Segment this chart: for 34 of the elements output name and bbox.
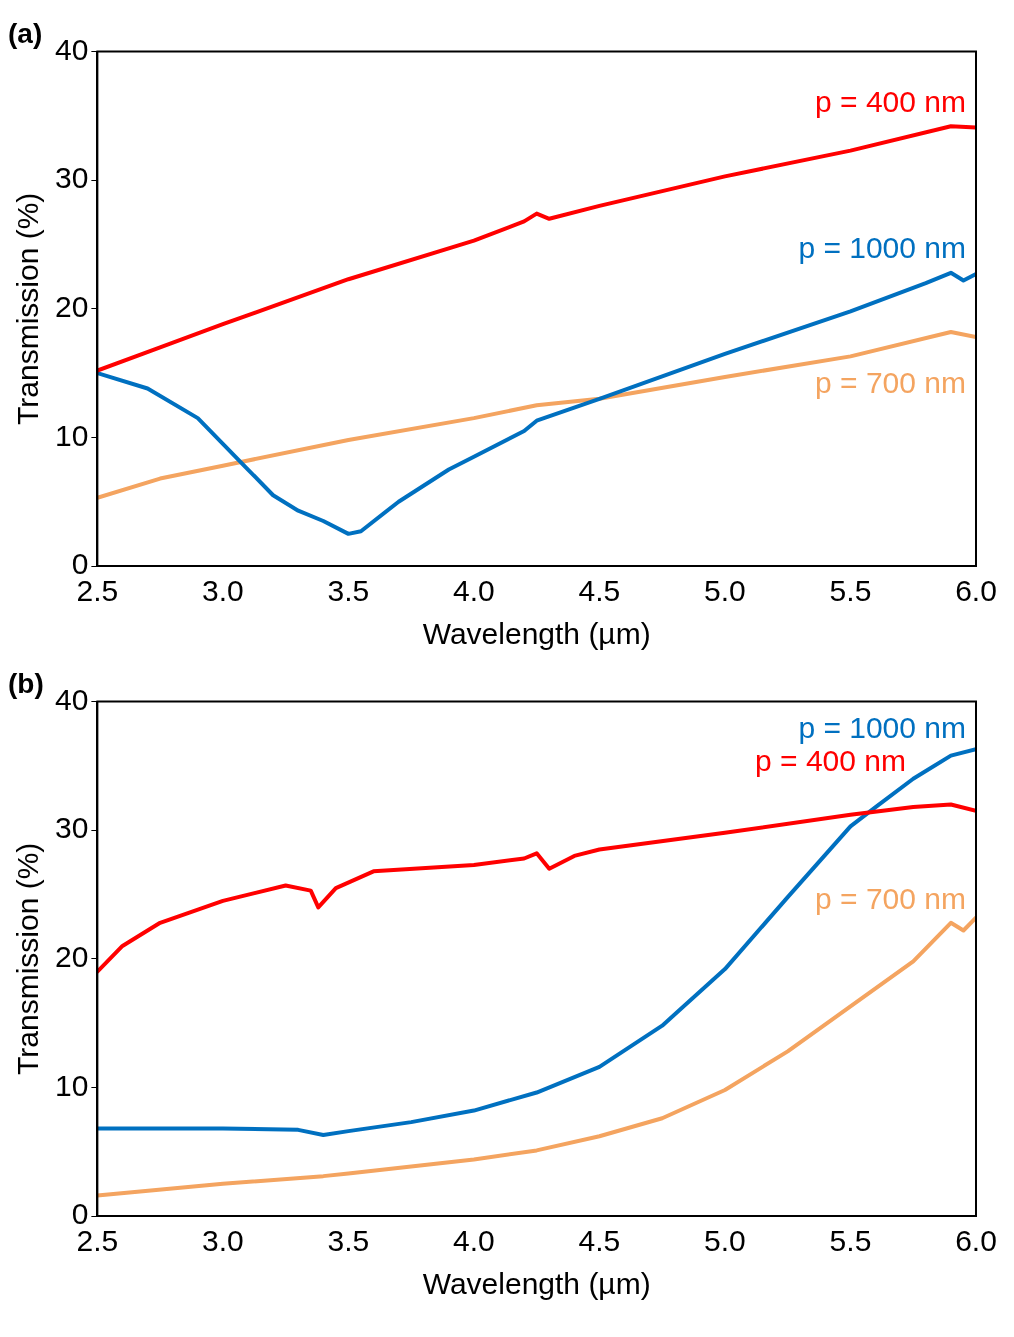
- series-label: p = 700 nm: [815, 366, 966, 400]
- y-tick-label: 40: [54, 32, 89, 66]
- x-tick-label: 4.5: [578, 574, 621, 608]
- series-label: p = 400 nm: [755, 744, 906, 778]
- series-label: p = 700 nm: [815, 881, 966, 915]
- y-tick-label: 30: [54, 811, 89, 845]
- x-tick-label: 6.0: [955, 574, 997, 608]
- series-label: p = 1000 nm: [798, 231, 966, 265]
- x-tick-label: 6.0: [955, 1224, 997, 1258]
- y-tick-label: 20: [54, 940, 89, 974]
- chart-title: (a): [8, 17, 43, 49]
- chart-title: (b): [8, 667, 44, 699]
- x-tick-label: 3.0: [202, 574, 244, 608]
- y-tick-label: 40: [54, 682, 89, 716]
- x-tick-label: 3.0: [202, 1224, 244, 1258]
- y-axis-title: Transmission (%): [11, 192, 45, 425]
- x-tick-label: 3.5: [327, 574, 370, 608]
- y-tick-label: 10: [54, 418, 89, 452]
- x-tick-label: 4.0: [453, 1224, 495, 1258]
- x-axis-title: Wavelength (µm): [422, 1267, 651, 1301]
- x-tick-label: 4.5: [578, 1224, 621, 1258]
- x-tick-label: 3.5: [327, 1224, 370, 1258]
- series-label: p = 400 nm: [815, 84, 966, 118]
- x-tick-label: 5.5: [829, 574, 872, 608]
- y-tick-label: 30: [54, 161, 89, 195]
- y-tick-label: 20: [54, 290, 89, 324]
- x-tick-label: 4.0: [453, 574, 495, 608]
- y-tick-label: 10: [54, 1068, 89, 1102]
- x-tick-label: 5.0: [704, 1224, 746, 1258]
- x-axis-title: Wavelength (µm): [422, 617, 651, 651]
- y-axis-title: Transmission (%): [11, 842, 45, 1075]
- series-label: p = 1000 nm: [798, 710, 966, 744]
- x-tick-label: 5.0: [704, 574, 746, 608]
- x-tick-label: 5.5: [829, 1224, 872, 1258]
